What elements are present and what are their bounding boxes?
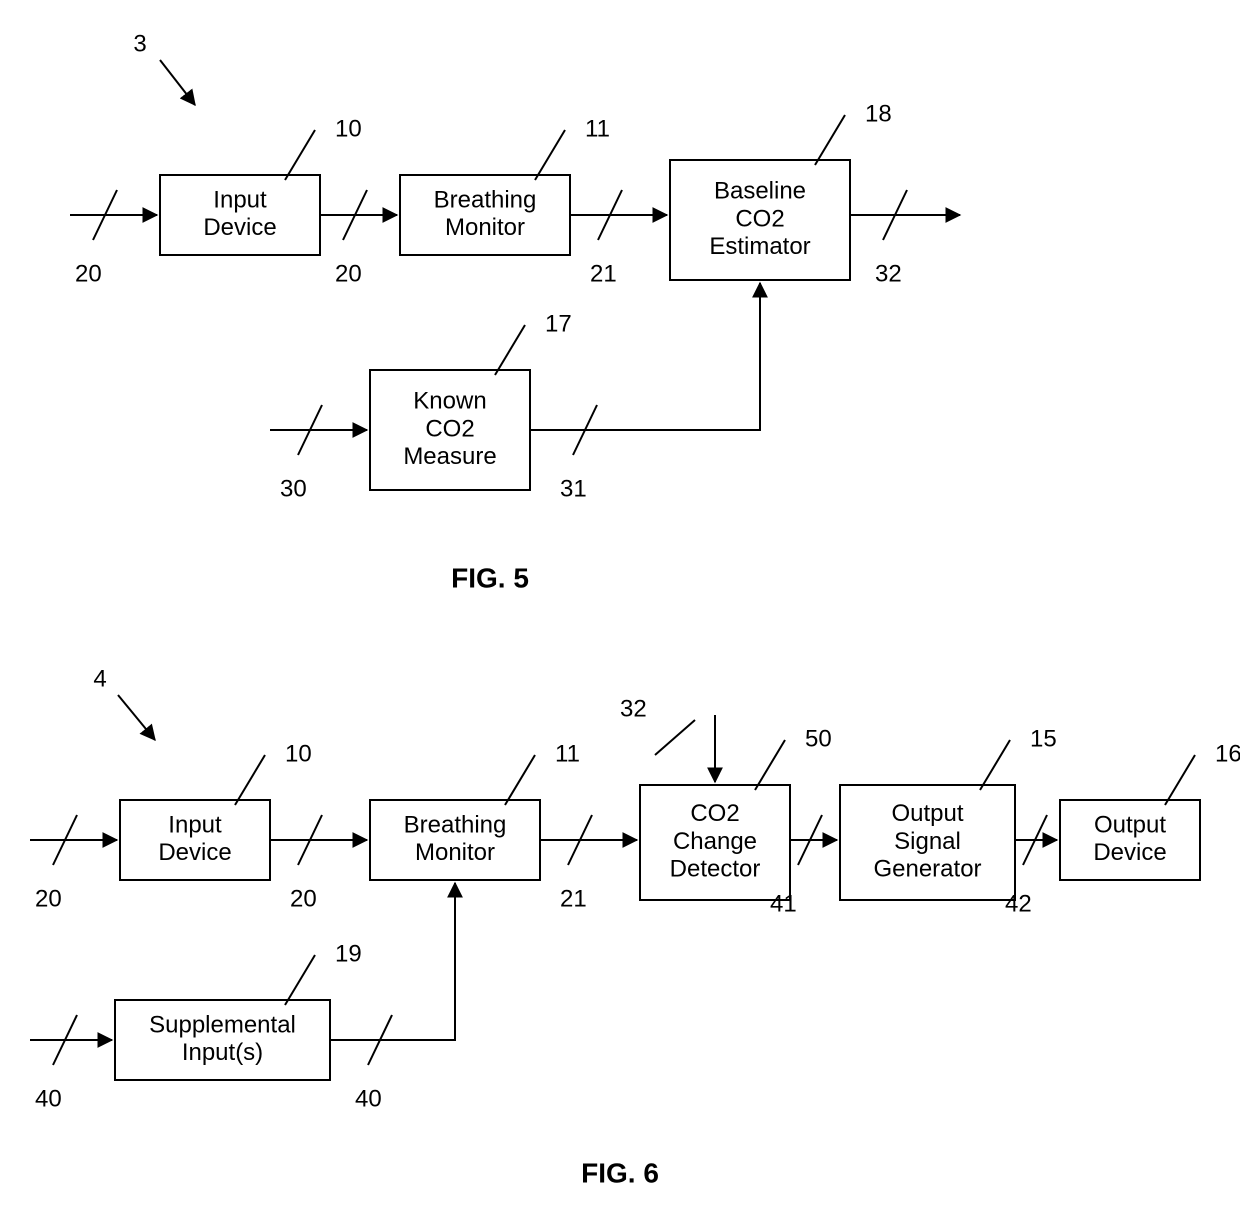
ref6-20a: 20 [35, 885, 62, 912]
svg-text:Input(s): Input(s) [182, 1039, 263, 1066]
svg-text:Breathing: Breathing [434, 187, 537, 214]
ref6-40a: 40 [35, 1085, 62, 1112]
fig5-baseline-estimator: BaselineCO2Estimator [670, 160, 850, 280]
ref-21: 21 [590, 260, 617, 287]
fig6-breathing-monitor: BreathingMonitor [370, 800, 540, 880]
svg-text:Device: Device [158, 839, 231, 866]
ref-10: 10 [335, 115, 362, 142]
svg-text:CO2: CO2 [735, 205, 784, 232]
ref6-41: 41 [770, 890, 797, 917]
fig5-breathing-monitor: BreathingMonitor [400, 175, 570, 255]
fig5-caption: FIG. 5 [451, 562, 529, 593]
ref6-50: 50 [805, 725, 832, 752]
ref-32: 32 [875, 260, 902, 287]
ref-31: 31 [560, 475, 587, 502]
svg-text:Device: Device [203, 214, 276, 241]
ref-20b: 20 [335, 260, 362, 287]
ref-30: 30 [280, 475, 307, 502]
ref6-19: 19 [335, 940, 362, 967]
svg-text:Output: Output [1094, 812, 1166, 839]
ref6-11: 11 [555, 740, 580, 767]
svg-text:Estimator: Estimator [709, 233, 810, 260]
svg-text:Device: Device [1093, 839, 1166, 866]
fig6-output-signal-generator: OutputSignalGenerator [840, 785, 1015, 900]
ref6-16: 16 [1215, 740, 1240, 767]
ref6-15: 15 [1030, 725, 1057, 752]
svg-text:Detector: Detector [670, 855, 761, 882]
ref6-10: 10 [285, 740, 312, 767]
svg-text:Supplemental: Supplemental [149, 1012, 296, 1039]
svg-text:CO2: CO2 [425, 415, 474, 442]
ref-11: 11 [585, 115, 610, 142]
svg-text:Known: Known [413, 388, 486, 415]
fig5-known-co2-measure: KnownCO2Measure [370, 370, 530, 490]
svg-text:Generator: Generator [873, 855, 981, 882]
svg-text:Monitor: Monitor [415, 839, 495, 866]
ref-17: 17 [545, 310, 572, 337]
fig6-output-device: OutputDevice [1060, 800, 1200, 880]
fig5-refnum: 3 [133, 30, 146, 57]
fig6-caption: FIG. 6 [581, 1157, 659, 1188]
svg-text:Input: Input [168, 812, 222, 839]
fig5-input-device: InputDevice [160, 175, 320, 255]
svg-text:Signal: Signal [894, 828, 961, 855]
flowchart-diagram: 3InputDeviceBreathingMonitorBaselineCO2E… [0, 0, 1240, 1212]
svg-text:Change: Change [673, 828, 757, 855]
svg-text:Measure: Measure [403, 443, 496, 470]
fig6-co2-change-detector: CO2ChangeDetector [640, 785, 790, 900]
svg-text:Input: Input [213, 187, 267, 214]
ref6-20b: 20 [290, 885, 317, 912]
ref6-32: 32 [620, 695, 647, 722]
svg-text:Baseline: Baseline [714, 178, 806, 205]
svg-text:Output: Output [891, 800, 963, 827]
ref6-42: 42 [1005, 890, 1032, 917]
ref-20a: 20 [75, 260, 102, 287]
fig6-refnum: 4 [93, 665, 106, 692]
ref-18: 18 [865, 100, 892, 127]
ref6-40b: 40 [355, 1085, 382, 1112]
fig6-input-device: InputDevice [120, 800, 270, 880]
svg-text:CO2: CO2 [690, 800, 739, 827]
ref6-21: 21 [560, 885, 587, 912]
svg-text:Monitor: Monitor [445, 214, 525, 241]
svg-text:Breathing: Breathing [404, 812, 507, 839]
fig6-supplemental-inputs: SupplementalInput(s) [115, 1000, 330, 1080]
